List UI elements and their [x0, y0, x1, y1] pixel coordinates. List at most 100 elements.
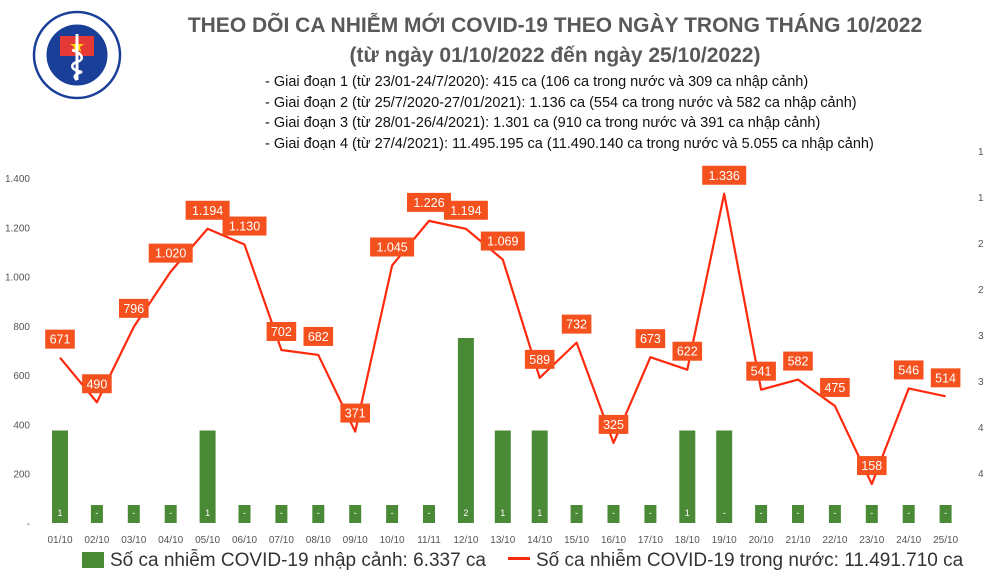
imported-bar — [939, 505, 952, 523]
data-label-box — [524, 349, 555, 369]
imported-bar — [457, 338, 474, 523]
data-label-box — [266, 322, 297, 342]
imported-bar — [902, 505, 915, 523]
bar-label: - — [391, 508, 394, 518]
data-label: 158 — [861, 459, 882, 473]
y-right-tick: 1 — [978, 193, 984, 204]
legend-domestic-label: Số ca nhiễm COVID-19 trong nước: 11.491.… — [536, 550, 964, 571]
imported-bar — [607, 505, 620, 523]
data-label-box — [857, 456, 887, 476]
data-label-box — [561, 314, 592, 334]
chart-subtitle: (từ ngày 01/10/2022 đến ngày 25/10/2022) — [349, 44, 761, 67]
phase-note: - Giai đoạn 2 (từ 25/7/2020-27/01/2021):… — [265, 94, 857, 111]
data-label-box — [930, 368, 961, 388]
x-tick-label: 07/10 — [269, 535, 294, 546]
bar-label: - — [907, 508, 910, 518]
y-left-tick: 800 — [13, 322, 30, 333]
data-label: 622 — [677, 345, 698, 359]
imported-bar — [494, 430, 511, 523]
x-tick-label: 11/11 — [417, 535, 441, 546]
imported-bar — [679, 430, 696, 523]
data-label-box — [222, 216, 267, 236]
data-label: 1.020 — [155, 247, 186, 261]
x-tick-label: 18/10 — [675, 535, 700, 546]
imported-bar — [828, 505, 841, 523]
data-label: 546 — [898, 363, 919, 377]
y-right-tick: 1 — [978, 147, 984, 158]
y-left-tick: 600 — [13, 371, 30, 382]
bar-label: - — [944, 508, 947, 518]
data-label-box — [783, 351, 813, 371]
bar-label: - — [428, 508, 431, 518]
imported-bar — [792, 505, 804, 523]
data-label: 325 — [603, 418, 624, 432]
data-label-box — [82, 374, 112, 394]
data-label: 371 — [345, 407, 366, 421]
data-label: 1.194 — [192, 204, 223, 218]
data-label: 1.130 — [229, 220, 260, 234]
bar-label: 1 — [57, 508, 62, 518]
y-right-tick: 4 — [978, 469, 984, 480]
x-tick-label: 06/10 — [232, 535, 257, 546]
x-tick-label: 12/10 — [453, 535, 478, 546]
x-tick-label: 03/10 — [121, 535, 146, 546]
y-right-tick: 3 — [978, 331, 984, 342]
x-tick-label: 16/10 — [601, 535, 626, 546]
y-right-tick: 2 — [978, 285, 984, 296]
data-label-box — [370, 237, 415, 257]
y-right-tick: 4 — [978, 423, 984, 434]
data-label: 514 — [935, 371, 956, 385]
x-tick-label: 15/10 — [564, 535, 589, 546]
data-label-box — [635, 329, 666, 349]
imported-bar — [90, 505, 103, 523]
chart-title: THEO DÕI CA NHIỄM MỚI COVID-19 THEO NGÀY… — [187, 14, 923, 37]
bar-label: - — [317, 508, 320, 518]
data-label-box — [746, 361, 776, 381]
phase-note: - Giai đoạn 4 (từ 27/4/2021): 11.495.195… — [265, 135, 874, 152]
x-tick-label: 17/10 — [638, 535, 663, 546]
y-right-tick: 3 — [978, 377, 984, 388]
data-label: 671 — [50, 333, 71, 347]
bar-label: - — [649, 508, 652, 518]
bar-label: - — [169, 508, 172, 518]
data-label-box — [702, 165, 747, 185]
imported-bar — [127, 505, 140, 523]
data-label: 490 — [86, 377, 107, 391]
x-tick-label: 25/10 — [933, 535, 958, 546]
data-label: 702 — [271, 325, 292, 339]
data-label: 1.226 — [413, 196, 444, 210]
bar-label: - — [612, 508, 615, 518]
data-label-box — [303, 326, 334, 346]
bar-label: - — [723, 508, 726, 518]
imported-bar — [423, 505, 435, 523]
bar-label: 1 — [537, 508, 542, 518]
x-tick-label: 22/10 — [822, 535, 847, 546]
data-label-box — [185, 200, 230, 220]
data-label-box — [45, 329, 75, 349]
x-tick-label: 05/10 — [195, 535, 220, 546]
x-tick-label: 01/10 — [47, 535, 72, 546]
bar-label: 1 — [500, 508, 505, 518]
y-left-tick: - — [27, 519, 30, 530]
domestic-line — [59, 192, 946, 486]
y-left-tick: 200 — [13, 470, 30, 481]
imported-bar — [386, 505, 399, 523]
bar-label: - — [354, 508, 357, 518]
bar-label: - — [280, 508, 283, 518]
x-tick-label: 10/10 — [380, 535, 405, 546]
data-label-box — [672, 341, 703, 361]
x-tick-label: 13/10 — [490, 535, 515, 546]
data-label-box — [820, 377, 850, 397]
data-label-box — [893, 360, 924, 380]
y-left-tick: 1.400 — [5, 174, 30, 185]
data-label: 1.194 — [450, 204, 481, 218]
x-tick-label: 08/10 — [306, 535, 331, 546]
data-label-box — [443, 200, 488, 220]
data-label: 796 — [123, 302, 144, 316]
bar-label: - — [243, 508, 246, 518]
legend-line-swatch — [508, 557, 530, 560]
x-tick-label: 24/10 — [896, 535, 921, 546]
data-label: 1.045 — [376, 240, 407, 254]
phase-notes: - Giai đoạn 1 (từ 23/01-24/7/2020): 415 … — [265, 72, 874, 154]
data-label: 1.069 — [487, 235, 518, 249]
